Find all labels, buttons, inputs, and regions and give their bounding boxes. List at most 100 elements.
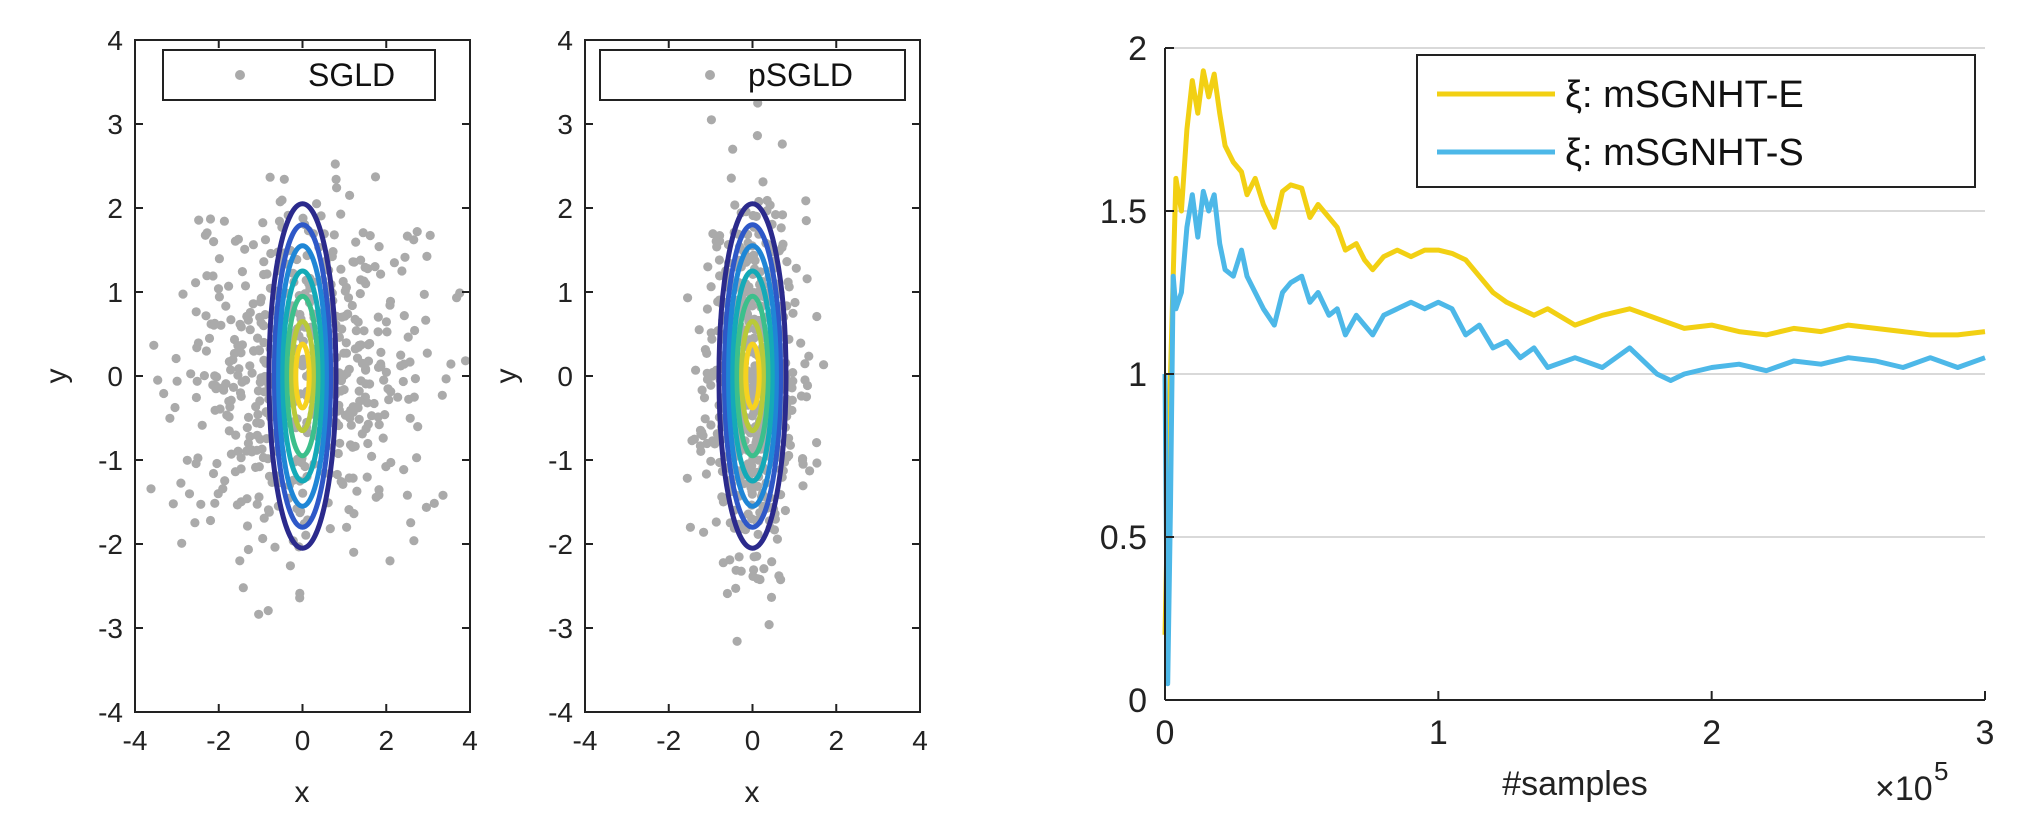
- psgld-legend-label: pSGLD: [748, 57, 853, 93]
- series-line-mSGNHT-S: [1162, 188, 1986, 687]
- scatter-point: [298, 361, 308, 371]
- scatter-point: [382, 327, 392, 337]
- scatter-point: [266, 248, 276, 259]
- scatter-point: [702, 438, 712, 449]
- scatter-point: [171, 353, 181, 364]
- scatter-point: [330, 159, 340, 169]
- scatter-point: [344, 473, 354, 483]
- x-tick-label: -2: [206, 725, 231, 756]
- psgld-scatter-points: [682, 98, 829, 646]
- scatter-point: [222, 410, 232, 420]
- scatter-point: [201, 346, 211, 356]
- psgld-y-axis-label: y: [490, 369, 523, 384]
- y-tick-label: 2: [557, 193, 573, 224]
- scatter-point: [446, 359, 456, 369]
- sgld-density-contours: [266, 201, 339, 551]
- x-tick-label: -2: [656, 725, 681, 756]
- scatter-point: [341, 348, 352, 358]
- scatter-point: [354, 414, 364, 424]
- scatter-point: [398, 376, 408, 387]
- psgld-legend-marker: [705, 70, 715, 80]
- y-tick-label: 4: [107, 25, 123, 56]
- scatter-point: [178, 289, 188, 299]
- scatter-point: [335, 438, 345, 448]
- psgld-x-ticks: -4 -2 0 2 4: [573, 40, 928, 756]
- density-contour: [730, 268, 775, 484]
- scatter-point: [245, 361, 255, 371]
- scatter-point: [243, 438, 253, 448]
- scatter-point: [259, 257, 269, 267]
- scatter-point: [344, 505, 354, 515]
- scatter-point: [374, 242, 384, 252]
- y-tick-label: 0: [107, 361, 123, 392]
- scatter-point: [199, 371, 209, 381]
- scatter-point: [804, 351, 814, 361]
- scatter-point: [316, 211, 326, 221]
- scatter-point: [196, 499, 206, 509]
- x-tick-label: -4: [573, 725, 598, 756]
- scatter-point: [708, 229, 718, 239]
- scatter-point: [234, 364, 244, 374]
- psgld-panel: -4 -2 0 2 4 -4 -3 -2 -1 0 1 2 3 4 x y pSGLD: [490, 25, 928, 809]
- scatter-point: [385, 556, 395, 566]
- scatter-point: [788, 308, 798, 318]
- xi-x-ticks: 0 1 2 3: [1156, 691, 1994, 752]
- scatter-point: [252, 499, 262, 509]
- scatter-point: [176, 478, 186, 488]
- scatter-point: [393, 392, 403, 402]
- scatter-point: [384, 395, 394, 405]
- scatter-point: [226, 395, 236, 405]
- scatter-point: [730, 200, 740, 210]
- x-tick-label: 0: [745, 725, 761, 756]
- scatter-point: [785, 440, 796, 450]
- scatter-point: [753, 574, 763, 584]
- y-tick-label: 0.5: [1100, 519, 1147, 557]
- scatter-point: [381, 317, 391, 327]
- scatter-point: [230, 236, 240, 246]
- scatter-point: [355, 289, 365, 299]
- scatter-point: [379, 375, 389, 385]
- scatter-point: [700, 414, 710, 424]
- scatter-point: [722, 588, 733, 599]
- y-tick-label: 4: [557, 25, 573, 56]
- scatter-point: [409, 392, 419, 402]
- scatter-point: [242, 423, 252, 433]
- scatter-point: [348, 257, 358, 267]
- scatter-point: [192, 343, 202, 353]
- scatter-point: [812, 311, 822, 322]
- density-contour: [280, 268, 325, 484]
- scatter-point: [298, 488, 308, 498]
- sgld-x-ticks: -4 -2 0 2 4: [123, 40, 478, 756]
- xi-x-multiplier: ×10: [1875, 770, 1933, 808]
- scatter-point: [695, 425, 706, 435]
- xi-legend-box: [1416, 54, 1976, 188]
- scatter-point: [777, 139, 787, 149]
- scatter-point: [801, 392, 812, 402]
- scatter-point: [725, 555, 735, 565]
- y-tick-label: -4: [548, 697, 573, 728]
- scatter-point: [376, 269, 386, 279]
- scatter-point: [711, 517, 721, 527]
- scatter-point: [800, 359, 810, 369]
- scatter-point: [355, 396, 365, 406]
- scatter-point: [771, 210, 781, 220]
- scatter-point: [687, 436, 697, 446]
- scatter-point: [378, 433, 388, 443]
- scatter-point: [373, 412, 383, 422]
- scatter-point: [406, 518, 416, 528]
- scatter-point: [194, 215, 204, 225]
- scatter-point: [210, 371, 220, 381]
- density-contour: [266, 201, 339, 551]
- scatter-point: [218, 484, 228, 494]
- scatter-point: [802, 274, 812, 284]
- scatter-point: [197, 420, 207, 430]
- scatter-point: [399, 465, 409, 475]
- scatter-point: [218, 382, 229, 392]
- scatter-point: [263, 606, 273, 616]
- xi-horizontal-grid: [1165, 47, 1985, 538]
- scatter-point: [205, 214, 216, 224]
- scatter-point: [409, 536, 419, 546]
- scatter-point: [240, 281, 251, 291]
- scatter-point: [349, 547, 359, 557]
